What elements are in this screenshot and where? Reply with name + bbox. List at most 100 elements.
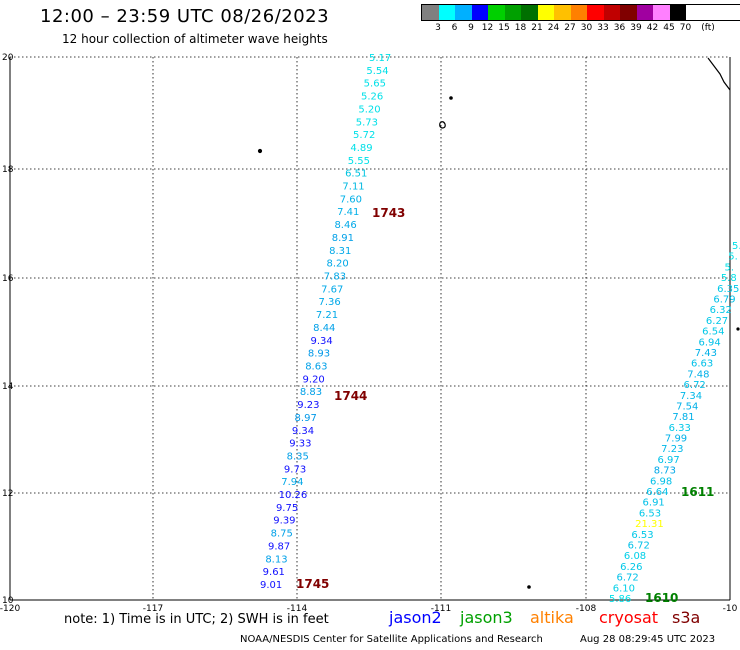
wave-height-reading: 9.23: [297, 400, 319, 411]
legend-tick-label: 6: [451, 23, 458, 33]
legend-tick-label: 45: [663, 23, 675, 33]
legend-tick-label: 30: [580, 23, 593, 33]
satellite-altika-label: altika: [530, 608, 574, 627]
wave-height-reading: 9.75: [276, 503, 298, 514]
wave-height-reading: 8.63: [305, 361, 327, 372]
satellite-jason2-label: jason2: [389, 608, 442, 627]
wave-height-reading: 7.43: [695, 348, 717, 359]
longitude-label: -10: [723, 604, 738, 614]
wave-height-reading: 7.11: [342, 182, 364, 193]
legend-swatch: [636, 5, 653, 20]
island-2: [449, 96, 453, 100]
wave-height-reading: 6.64: [646, 487, 668, 498]
longitude-label: -117: [143, 604, 163, 614]
latitude-label: 12: [2, 489, 13, 499]
wave-height-reading: 8.46: [334, 220, 356, 231]
island-4: [527, 585, 531, 589]
wave-height-reading: 6.27: [706, 316, 728, 327]
color-legend: 3 6 9 12 15 18 21 24 27 30 33 36 39 42 45 70 (ft): [421, 4, 740, 33]
wave-height-reading: 9.39: [273, 516, 295, 527]
legend-swatch: [422, 5, 439, 20]
latitude-label: 10: [2, 596, 14, 606]
wave-height-reading: 7.23: [661, 444, 683, 455]
wave-height-reading: 6.54: [702, 327, 724, 338]
pass-time-label: 1611: [681, 485, 714, 499]
wave-height-reading: 7.54: [676, 401, 698, 412]
wave-height-reading: 6.33: [669, 423, 691, 434]
wave-height-reading: 5.20: [358, 104, 380, 115]
wave-height-reading: 6.26: [620, 562, 642, 573]
legend-tick-label: 36: [613, 23, 626, 33]
coastline: [707, 57, 731, 91]
legend-tick-label: 24: [547, 23, 560, 33]
legend-tick-label: 15: [498, 23, 510, 33]
wave-height-reading: 7.83: [324, 272, 346, 283]
island-3: [257, 148, 263, 154]
latitude-label: 16: [2, 274, 14, 284]
wave-height-reading: 9.34: [311, 336, 333, 347]
wave-height-reading: 7.48: [687, 369, 709, 380]
wave-height-reading: 6.51: [345, 169, 367, 180]
wave-height-reading: 6.72: [684, 380, 706, 391]
wave-height-reading: 6.63: [691, 359, 713, 370]
wave-height-reading: 5.72: [353, 130, 375, 141]
legend-swatch: [620, 5, 637, 20]
wave-height-reading: 6.72: [628, 541, 650, 552]
legend-swatch: [653, 5, 670, 20]
wave-height-reading: 5.86: [609, 594, 631, 605]
legend-tick-label: 18: [514, 23, 527, 33]
wave-height-reading: 6.94: [698, 337, 720, 348]
wave-height-reading: 6.79: [713, 294, 735, 305]
legend-swatch: [570, 5, 587, 20]
wave-height-reading: 6.53: [631, 530, 653, 541]
wave-height-reading: 5.: [725, 262, 735, 273]
footer-credit: NOAA/NESDIS Center for Satellite Applica…: [240, 634, 543, 645]
wave-height-reading: 7.41: [337, 207, 359, 218]
wave-height-reading: 6.35: [717, 284, 739, 295]
map-grid: -120 -117 -114 -111 -108 -10 20 18 16 14 12 10: [0, 53, 738, 614]
latitude-label: 20: [2, 53, 14, 63]
page-title: 12:00 – 23:59 UTC 08/26/2023: [40, 6, 330, 27]
wave-height-reading: 4.89: [350, 143, 372, 154]
wave-height-reading: 7.60: [340, 194, 362, 205]
wave-height-reading: 6.72: [616, 573, 638, 584]
legend-tick-label: 21: [531, 23, 543, 33]
legend-unit: (ft): [701, 23, 715, 33]
legend-tick-label: 9: [468, 23, 474, 33]
latitude-label: 14: [2, 382, 14, 392]
wave-height-reading: 9.61: [263, 567, 285, 578]
pass-time-label: 1744: [334, 389, 367, 403]
wave-height-reading: 6.10: [613, 583, 635, 594]
legend-swatch: [504, 5, 521, 20]
wave-height-reading: 5.65: [364, 79, 386, 90]
longitude-label: -120: [0, 604, 20, 614]
satellite-cryosat-label: cryosat: [599, 608, 659, 627]
wave-height-reading: 6.97: [657, 455, 679, 466]
wave-height-reading: 9.01: [260, 580, 282, 591]
satellite-s3a-label: s3a: [672, 608, 701, 627]
legend-tick-label: 42: [646, 23, 659, 33]
wave-height-reading: 7.94: [281, 477, 303, 488]
altimeter-tracks: 5.17 5.54 5.65 5.265.20 5.73 5.72 4.89 5.55 6.51…: [260, 53, 740, 605]
legend-tick-label: 3: [435, 23, 441, 33]
pass-time-label: 1743: [372, 206, 405, 220]
page-subtitle: 12 hour collection of altimeter wave hei…: [62, 32, 328, 46]
legend-swatch: [471, 5, 488, 20]
satellite-jason3-label: jason3: [460, 608, 513, 627]
legend-tick-label: 33: [597, 23, 609, 33]
wave-height-reading: 9.34: [292, 426, 314, 437]
wave-height-reading: 10.26: [279, 490, 308, 501]
wave-height-reading: 6.53: [639, 508, 661, 519]
longitude-label: -108: [576, 604, 597, 614]
wave-height-reading: 6.08: [624, 551, 646, 562]
wave-height-reading: 8.73: [654, 466, 676, 477]
wave-height-reading: 8.20: [326, 259, 348, 270]
wave-height-reading: 8.83: [300, 387, 322, 398]
wave-height-reading: 5.17: [369, 53, 391, 64]
pass-time-label: 1745: [296, 577, 329, 591]
island-1: [439, 121, 446, 129]
wave-height-reading: 9.20: [303, 374, 325, 385]
legend-color-bar: [421, 4, 740, 21]
wave-height-reading: 7.36: [318, 297, 340, 308]
